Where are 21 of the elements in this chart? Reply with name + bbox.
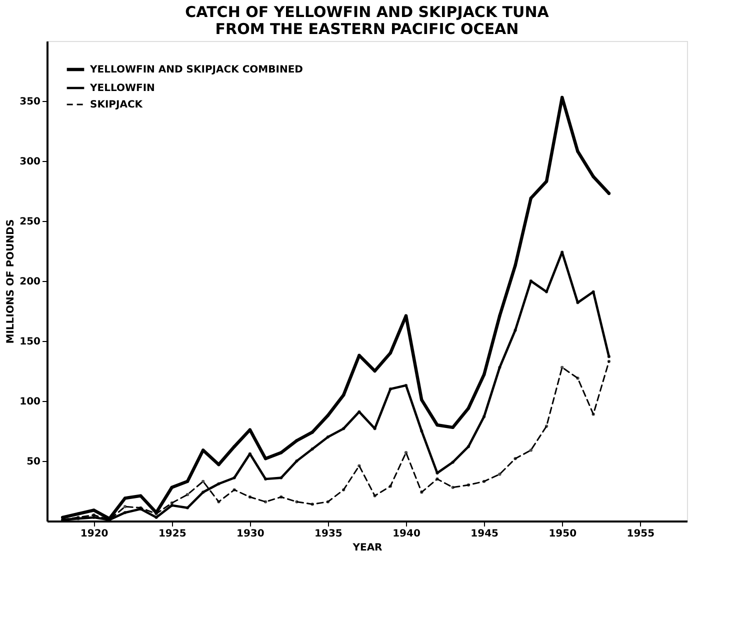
y-tick-label: 100: [20, 396, 41, 408]
x-tick-label: 1930: [236, 528, 264, 540]
x-axis-title: YEAR: [352, 542, 383, 554]
x-tick-label: 1940: [392, 528, 420, 540]
x-tick-label: 1935: [314, 528, 342, 540]
legend-label: YELLOWFIN AND SKIPJACK COMBINED: [89, 64, 303, 76]
y-tick-label: 200: [20, 276, 41, 288]
x-tick-label: 1925: [158, 528, 186, 540]
y-tick-label: 350: [20, 96, 41, 108]
x-tick-label: 1920: [80, 528, 108, 540]
legend-label: SKIPJACK: [90, 100, 144, 110]
y-tick-label: 150: [20, 336, 41, 348]
legend-label: YELLOWFIN: [89, 83, 155, 94]
x-tick-label: 1950: [548, 528, 577, 540]
y-tick-label: 250: [20, 216, 41, 228]
chart-title: CATCH OF YELLOWFIN AND SKIPJACK TUNA FROM THE EASTERN PACIFIC OCEAN: [185, 3, 550, 38]
y-tick-label: 300: [20, 156, 41, 168]
y-axis-title: MILLIONS OF POUNDS: [6, 219, 17, 344]
y-tick-label: 50: [26, 456, 41, 468]
x-tick-label: 1955: [626, 528, 655, 540]
x-tick-label: 1945: [470, 528, 499, 540]
